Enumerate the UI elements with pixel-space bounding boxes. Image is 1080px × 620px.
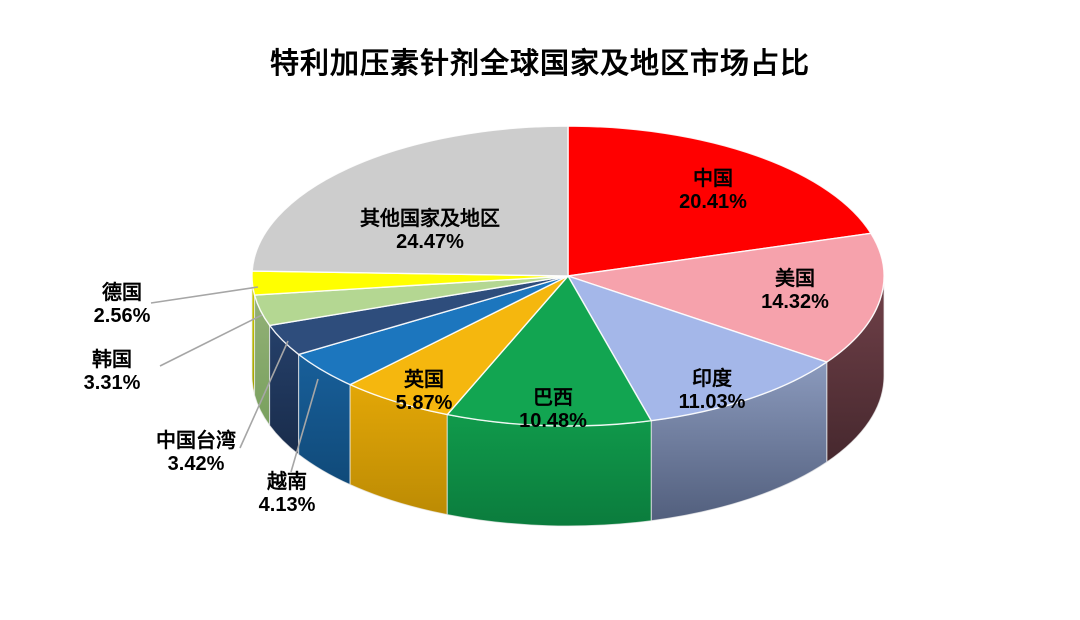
- slice-label-2: 印度 11.03%: [679, 366, 746, 413]
- slice-label-8: 德国 2.56%: [94, 280, 151, 327]
- pie-slice-2: [567, 275, 828, 422]
- slice-label-3: 巴西 10.48%: [519, 387, 587, 432]
- slice-label-7: 韩国 3.31%: [84, 347, 141, 394]
- pie-slice-9: [251, 125, 569, 277]
- leader-line-5: [290, 378, 319, 473]
- slice-label-5: 越南 4.13%: [259, 469, 316, 516]
- pie-slice-1: [567, 232, 885, 363]
- slice-label-6: 中国台湾 3.42%: [156, 428, 236, 475]
- chart-title: 特利加压素针剂全球国家及地区市场占比: [269, 48, 810, 80]
- slice-label-0: 中国 20.41%: [679, 166, 747, 213]
- slice-label-9: 其他国家及地区 24.47%: [360, 206, 500, 253]
- leader-line-8: [150, 286, 259, 304]
- slice-label-1: 美国 14.32%: [761, 266, 829, 313]
- pie-slice-3: [446, 275, 652, 427]
- slice-label-4: 英国 5.87%: [396, 367, 453, 414]
- leader-line-6: [239, 340, 289, 449]
- leader-line-7: [159, 314, 263, 367]
- pie-slice-0: [567, 125, 872, 277]
